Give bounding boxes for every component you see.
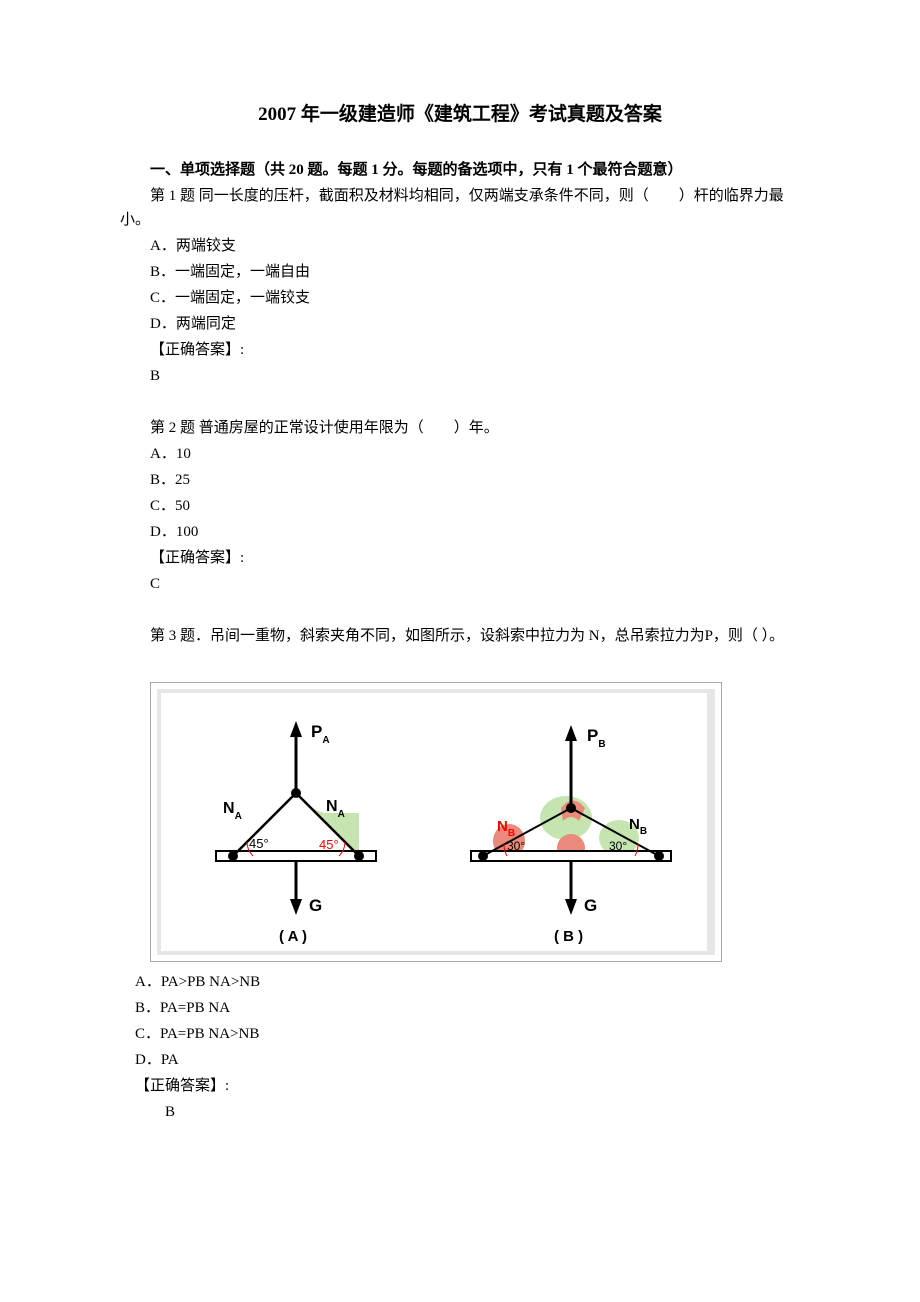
page-title: 2007 年一级建造师《建筑工程》考试真题及答案 — [120, 100, 800, 130]
q1-stem: 第 1 题 同一长度的压杆，截面积及材料均相同，仅两端支承条件不同，则（ ）杆的… — [120, 184, 800, 232]
panel-a-caption: ( A ) — [279, 928, 307, 945]
q2-opt-d: D．100 — [120, 520, 800, 544]
q3-opt-b: B．PA=PB NA — [135, 996, 800, 1020]
q1-answer-label: 【正确答案】: — [120, 338, 800, 362]
q2-stem: 第 2 题 普通房屋的正常设计使用年限为（ ）年。 — [120, 416, 800, 440]
q3-diagram-svg: PA NA NA 45° 45° G ( A ) PB — [161, 693, 707, 951]
q3-opt-d: D．PA — [135, 1048, 800, 1072]
q2-opt-a: A．10 — [120, 442, 800, 466]
panel-a-G: G — [309, 896, 322, 915]
panel-b-G: G — [584, 896, 597, 915]
q2-opt-c: C．50 — [120, 494, 800, 518]
q2-answer: C — [120, 572, 800, 596]
panel-a-angle-left: 45° — [249, 836, 269, 851]
q3-stem: 第 3 题．吊间一重物，斜索夹角不同，如图所示，设斜索中拉力为 N，总吊索拉力为… — [120, 624, 800, 648]
q1-answer: B — [120, 364, 800, 388]
q3-opt-a: A．PA>PB NA>NB — [135, 970, 800, 994]
q1-opt-d: D．两端同定 — [120, 312, 800, 336]
q3-opt-c: C．PA=PB NA>NB — [135, 1022, 800, 1046]
q1-opt-a: A．两端铰支 — [120, 234, 800, 258]
q2-opt-b: B．25 — [120, 468, 800, 492]
q3-answer: B — [120, 1100, 800, 1124]
panel-b-angle-left: 30° — [507, 839, 525, 853]
panel-b-angle-right: 30° — [609, 839, 627, 853]
q3-figure: PA NA NA 45° 45° G ( A ) PB — [150, 682, 722, 962]
panel-a-angle-right: 45° — [319, 837, 339, 852]
section-heading: 一、单项选择题（共 20 题。每题 1 分。每题的备选项中，只有 1 个最符合题… — [120, 158, 800, 182]
q3-answer-label: 【正确答案】: — [135, 1074, 800, 1098]
q1-opt-b: B．一端固定，一端自由 — [120, 260, 800, 284]
q1-opt-c: C．一端固定，一端铰支 — [120, 286, 800, 310]
q2-answer-label: 【正确答案】: — [120, 546, 800, 570]
panel-b-caption: ( B ) — [554, 928, 583, 945]
